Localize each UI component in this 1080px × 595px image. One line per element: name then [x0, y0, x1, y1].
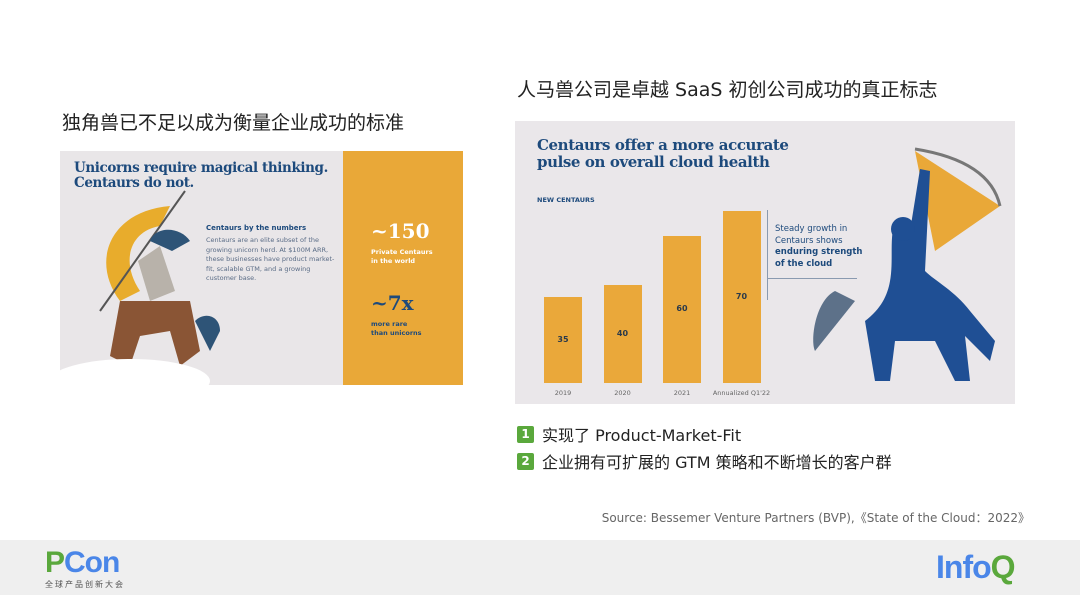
bar-value-label: 35	[557, 335, 569, 344]
infoq-logo: InfoQ	[936, 549, 1016, 585]
chart-title: NEW CENTAURS	[537, 196, 595, 204]
centaur-illustration	[60, 190, 220, 385]
right-heading: 人马兽公司是卓越 SaaS 初创公司成功的真正标志	[517, 79, 938, 101]
x-tick-label: 2020	[614, 389, 631, 397]
source-citation: Source: Bessemer Venture Partners (BVP),…	[601, 511, 1030, 525]
stat-150-label: Private Centaurs in the world	[371, 248, 433, 265]
divider	[767, 278, 857, 279]
unicorns-centaurs-image: Unicorns require magical thinking. Centau…	[60, 151, 463, 385]
point-1: 1 实现了 Product-Market-Fit	[517, 422, 741, 446]
bar-value-label: 70	[735, 292, 748, 301]
number-badge: 1	[517, 425, 534, 443]
image-headline: Unicorns require magical thinking. Centau…	[74, 160, 328, 191]
body-text: Centaurs are an elite subset of the grow…	[206, 236, 335, 282]
bar-2019: 35	[544, 297, 582, 383]
bar-2021: 60	[663, 235, 701, 383]
x-tick-label: 2019	[554, 389, 572, 397]
point-text: 企业拥有可扩展的 GTM 策略和不断增长的客户群	[542, 453, 892, 472]
subhead: Centaurs by the numbers	[206, 224, 307, 232]
number-badge: 2	[517, 452, 534, 470]
range-arrow	[767, 210, 768, 300]
point-text: 实现了 Product-Market-Fit	[542, 426, 742, 445]
pcon-logo: PCon	[45, 546, 120, 579]
point-2: 2 企业拥有可扩展的 GTM 策略和不断增长的客户群	[517, 449, 892, 473]
x-tick-label: Annualized Q1'22	[712, 389, 771, 397]
stat-150: ~150	[371, 219, 430, 243]
stat-7x: ~7x	[371, 291, 414, 315]
bar-2020: 40	[603, 284, 642, 383]
centaur-chart-image: Centaurs offer a more accurate pulse on o…	[515, 121, 1015, 404]
bar-value-label: 40	[616, 328, 629, 338]
x-tick-label: 2021	[673, 389, 691, 397]
growth-note: Steady growth in Centaurs shows enduring s…	[775, 224, 863, 269]
stats-column: ~150 Private Centaurs in the world ~7x mo…	[343, 151, 463, 385]
pcon-subtitle: 全球产品创新大会	[45, 580, 125, 589]
left-heading: 独角兽已不足以成为衡量企业成功的标准	[62, 112, 405, 134]
bar-Annualized Q1'22: 70	[722, 211, 761, 383]
chart-headline: Centaurs offer a more accurate pulse on o…	[537, 136, 789, 171]
footer-bar: PCon 全球产品创新大会 InfoQ	[0, 540, 1080, 595]
bar-value-label: 60	[676, 304, 688, 314]
centaur-archer-illustration	[813, 147, 1002, 381]
stat-7x-label: more rare than unicorns	[371, 320, 422, 337]
